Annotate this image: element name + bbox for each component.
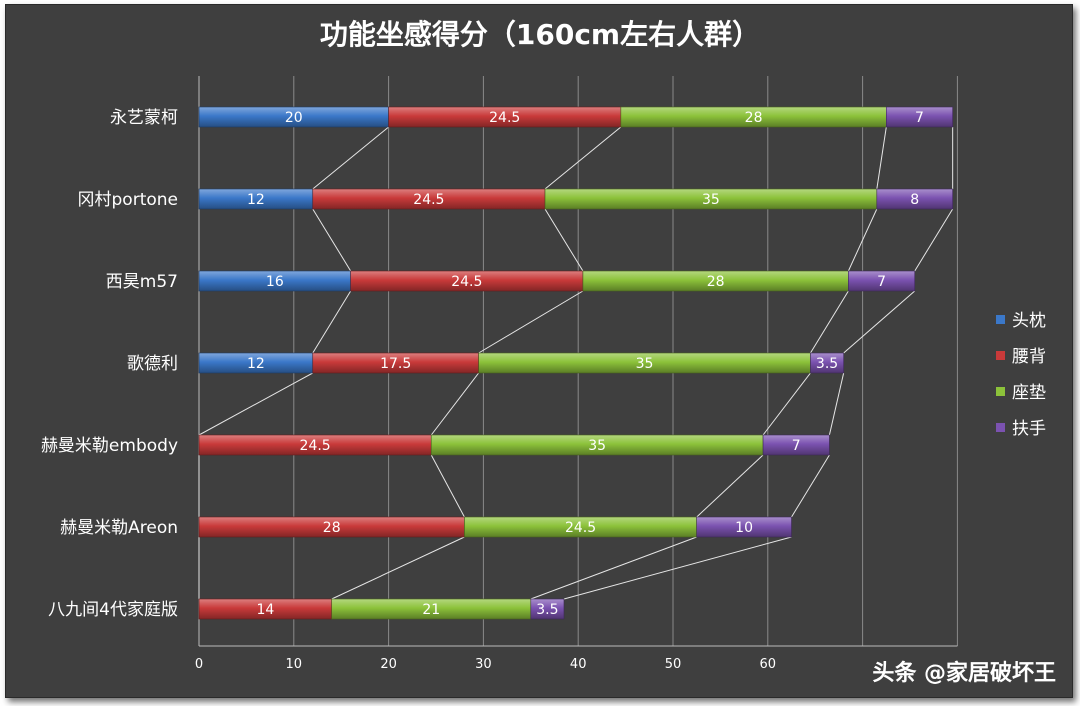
category-label: 歌德利: [127, 354, 178, 374]
data-label: 7: [915, 110, 924, 126]
connector-line: [914, 208, 954, 272]
bar-segment: [530, 598, 565, 620]
legend-swatch: [996, 423, 1005, 432]
data-label: 28: [323, 520, 341, 536]
x-axis-ticks: 0 10 20 30 40 50 60: [195, 657, 776, 672]
watermark: 头条 @家居破坏王: [872, 660, 1056, 686]
connector-line: [312, 208, 352, 272]
x-tick-label: 10: [286, 657, 303, 672]
data-label: 17.5: [380, 356, 411, 372]
category-label: 永艺蒙柯: [110, 108, 178, 128]
category-label: 西昊m57: [106, 272, 178, 292]
connector-line: [876, 126, 887, 190]
data-label: 10: [735, 520, 753, 536]
bars: 2024.52871224.53581624.52871217.5353.502…: [198, 106, 953, 620]
data-label: 12: [247, 192, 265, 208]
connector-line: [847, 208, 878, 272]
chart-title: 功能坐感得分（160cm左右人群）: [320, 18, 760, 51]
connector-line: [563, 536, 792, 600]
connector-line: [544, 126, 622, 190]
data-label: 35: [636, 356, 654, 372]
legend-swatch: [996, 351, 1005, 360]
category-label: 冈村portone: [78, 190, 178, 210]
data-label: 7: [877, 274, 886, 290]
legend-swatch: [996, 387, 1005, 396]
connector-line: [791, 454, 830, 518]
connector-line: [478, 290, 584, 354]
bar-segment: [762, 434, 830, 456]
connector-line: [312, 290, 352, 354]
connector-line: [312, 126, 389, 190]
connector-line: [843, 290, 916, 354]
data-label: 12: [247, 356, 265, 372]
legend-label: 腰背: [1012, 347, 1046, 367]
connector-line: [762, 372, 811, 436]
data-label: 14: [256, 602, 274, 618]
data-label: 16: [266, 274, 284, 290]
x-tick-label: 0: [195, 657, 203, 672]
connector-line: [828, 372, 845, 436]
category-label: 赫曼米勒Areon: [60, 518, 178, 538]
data-label: 21: [422, 602, 440, 618]
connector-line: [544, 208, 584, 272]
legend-label: 头枕: [1012, 311, 1046, 331]
data-label: 24.5: [489, 110, 520, 126]
connector-line: [198, 372, 313, 436]
x-tick-label: 20: [380, 657, 397, 672]
data-label: 8: [910, 192, 919, 208]
connector-line: [430, 372, 480, 436]
data-label: 24.5: [300, 438, 331, 454]
x-tick-label: 50: [665, 657, 682, 672]
data-label: 7: [792, 438, 801, 454]
legend-swatch: [996, 315, 1005, 324]
data-label: 28: [707, 274, 725, 290]
data-label: 20: [285, 110, 303, 126]
legend-label: 扶手: [1012, 419, 1046, 439]
category-label: 八九间4代家庭版: [48, 600, 178, 620]
data-label: 24.5: [565, 520, 596, 536]
x-tick-label: 30: [475, 657, 492, 672]
connector-line: [696, 454, 764, 518]
data-label: 28: [745, 110, 763, 126]
bar-segment: [876, 188, 953, 210]
bar-segment: [696, 516, 792, 538]
connector-line: [430, 454, 465, 518]
data-label: 35: [702, 192, 720, 208]
bar-segment: [885, 106, 953, 128]
category-label: 赫曼米勒embody: [41, 436, 178, 456]
x-tick-label: 60: [760, 657, 777, 672]
series-connectors: [198, 126, 954, 600]
data-label: 35: [588, 438, 606, 454]
data-label: 24.5: [451, 274, 482, 290]
connector-line: [530, 536, 697, 600]
x-tick-label: 40: [570, 657, 587, 672]
connector-line: [331, 536, 465, 600]
bar-segment: [848, 270, 916, 292]
connector-line: [810, 290, 849, 354]
data-label: 24.5: [413, 192, 444, 208]
bar-segment: [810, 352, 844, 374]
data-label: 3.5: [536, 602, 558, 618]
data-label: 3.5: [816, 356, 838, 372]
legend-label: 座垫: [1012, 383, 1046, 403]
